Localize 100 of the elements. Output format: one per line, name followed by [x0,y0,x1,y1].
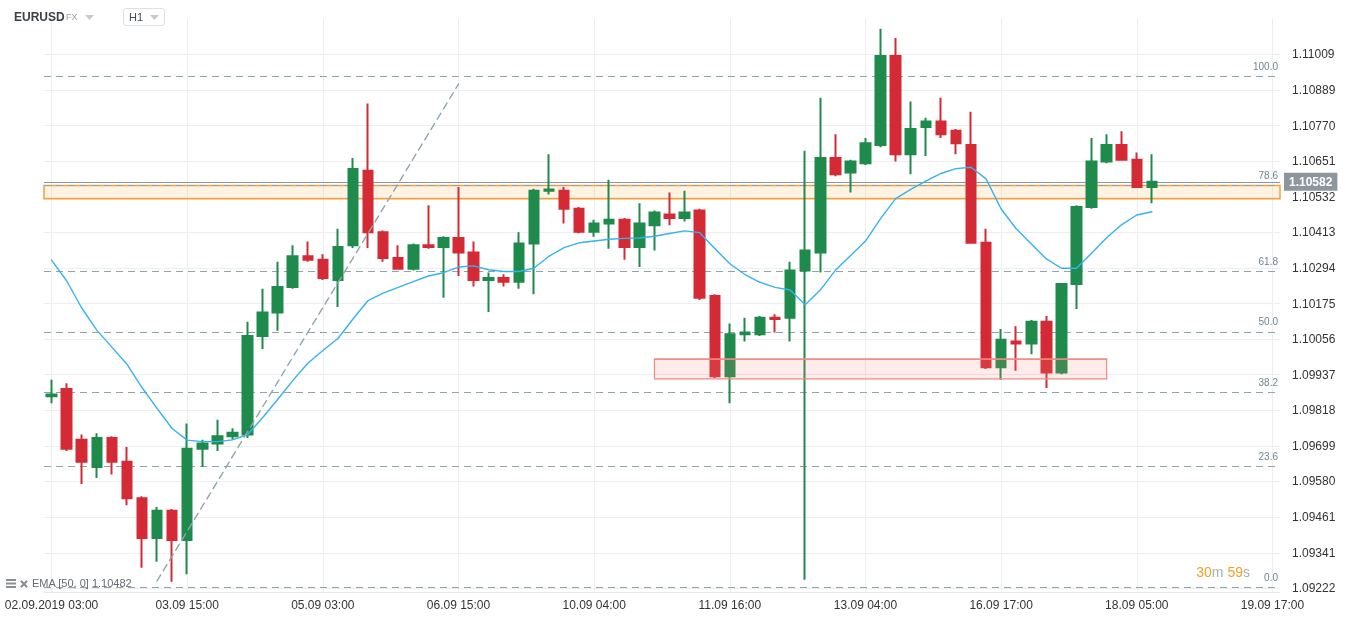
y-tick-label: 1.09222 [1292,581,1336,596]
annotation: 61.8 [1258,256,1279,268]
candlestick [1055,282,1068,374]
candlestick [980,227,992,370]
candlestick [874,27,887,149]
candlestick [528,187,540,296]
candlestick [256,287,269,350]
candlestick [45,378,58,405]
candlestick [754,315,766,338]
chart-title: EURUSD [14,10,65,24]
candlestick [965,110,977,245]
candlestick [317,253,329,281]
candlestick [693,207,706,301]
candlestick [422,204,435,250]
y-tick-label: 1.09699 [1292,438,1336,453]
candlestick [799,149,811,581]
line-series [50,166,1153,443]
candlestick [1131,151,1143,190]
candlestick [859,136,872,167]
y-tick-label: 1.09937 [1292,367,1336,382]
candlestick [844,158,857,194]
candlestick [392,244,404,271]
candlestick [889,37,902,163]
candlestick [543,153,555,196]
candlestick [106,435,118,476]
candlestick [60,382,73,452]
candlestick [437,235,450,299]
annotation: 0.0 [1264,571,1279,583]
candlestick [678,189,691,223]
x-tick-label: 05.09 03:00 [291,598,355,612]
candlestick [407,242,420,272]
candlestick [724,322,736,405]
candlestick [814,96,827,274]
candlestick [196,438,209,469]
annotation: EMA [50, 0] 1.10482 [32,577,132,590]
candlestick [573,205,585,235]
candlestick [1100,133,1113,165]
candlestick [1085,136,1098,210]
candlestick [603,178,615,250]
candlestick [769,313,781,334]
candlestick [904,100,917,176]
candlestick [739,316,751,343]
candlestick [1070,204,1083,310]
y-tick-label: 1.09341 [1292,545,1336,560]
candlestick [347,156,359,249]
candlestick [950,127,962,156]
candlestick [377,229,389,263]
x-tick-label: 18.09 05:00 [1105,598,1169,612]
candlestick [271,260,284,332]
annotation: 30m 59s [1196,564,1250,580]
x-tick-label: 02.09.2019 03:00 [4,598,99,612]
candlestick [920,116,932,158]
y-tick-label: 1.10532 [1292,189,1336,204]
candlestick [513,231,525,290]
candlestick [166,507,178,583]
ref-line-label: 1.10582 [1289,174,1333,189]
y-tick-label: 1.11009 [1292,47,1335,62]
y-tick-label: 1.10056 [1292,332,1336,347]
x-tick-label: 03.09 15:00 [155,598,220,612]
candlestick [302,240,314,263]
annotation: 38.2 [1258,376,1279,388]
candlestick [241,320,254,440]
x-tick-label: 11.09 16:00 [698,598,762,612]
candlestick [1040,315,1053,390]
annotation: 78.6 [1258,170,1279,182]
candlestick [648,209,661,252]
annotation: 50.0 [1258,316,1279,328]
x-tick-label: 13.09 04:00 [833,598,898,612]
y-tick-label: 1.10294 [1292,260,1336,275]
y-tick-label: 1.10770 [1292,118,1336,133]
candlestick [1025,318,1038,356]
candlestick [332,227,344,309]
candlestick [618,217,631,261]
candlestick [663,191,676,227]
annotation: FX [66,12,78,23]
y-tick-label: 1.09818 [1292,403,1336,418]
y-tick-label: 1.10651 [1292,154,1336,169]
y-tick-label: 1.10175 [1292,296,1336,311]
candlestick [633,202,646,269]
candlestick [136,495,148,569]
y-tick-label: 1.09580 [1292,474,1336,489]
annotation: H1 [129,11,144,23]
candlestick [1146,153,1158,205]
candlestick [1010,325,1022,372]
candlestick [829,133,842,178]
y-tick-label: 1.10413 [1292,225,1336,240]
candlestick [286,244,299,290]
candlestick [181,422,193,576]
candlestick [935,96,947,139]
candlestick [558,185,570,225]
y-tick-label: 1.09461 [1292,509,1336,524]
candlestick [91,432,103,480]
candlestick [452,185,465,277]
candlestick [467,240,480,288]
x-tick-label: 19.09 17:00 [1240,598,1305,612]
annotation: 100.0 [1252,61,1279,73]
candlestick [1115,130,1128,162]
candlestick [362,102,374,249]
candlestick [588,218,600,238]
x-tick-label: 16.09 17:00 [969,598,1034,612]
